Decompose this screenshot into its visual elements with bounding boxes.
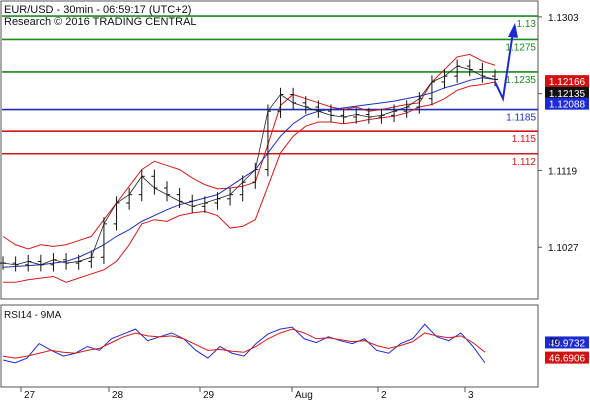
rsi-line [2, 323, 486, 364]
rsi-tag-bg-0 [545, 336, 589, 349]
level-label-1: 1.1275 [505, 42, 536, 53]
time-axis-tick-4: 2 [381, 390, 387, 400]
bollinger-upper-line [2, 53, 496, 250]
time-axis-tick-0: 27 [24, 390, 36, 400]
price-axis-tick-0: 1.1303 [548, 13, 579, 24]
level-label-3: 1.1185 [506, 113, 536, 124]
level-label-5: 1.112 [512, 157, 537, 168]
price-line [2, 65, 496, 266]
chart-copyright: Research © 2016 TRADING CENTRAL [4, 16, 197, 28]
moving-average-line [2, 77, 496, 268]
candlesticks [0, 59, 498, 272]
projection-arrow [494, 22, 518, 103]
price-tag-0: 1.12166 [549, 77, 586, 88]
projection-path [494, 31, 514, 103]
rsi-tag-bg-1 [545, 351, 589, 364]
rsi-lines [2, 323, 486, 364]
price-panel-frame [0, 0, 539, 300]
time-axis-tick-3: Aug [295, 390, 313, 400]
price-tag-bg-0 [545, 75, 589, 88]
price-axis-tick-2: 1.1119 [548, 166, 578, 177]
support-resistance-levels: 1.13 1.1275 1.1235 1.1185 1.115 1.112 [2, 15, 538, 168]
rsi-tick-70: 70 [548, 337, 560, 348]
price-tag-bg-1 [545, 86, 589, 99]
time-axis-tick-2: 29 [203, 390, 215, 400]
rsi-title: RSI14 - 9MA [4, 310, 62, 321]
rsi-ma-line [2, 328, 486, 359]
projection-arrowhead [508, 22, 518, 38]
rsi-panel-frame [0, 304, 539, 388]
time-axis-tick-1: 28 [112, 390, 124, 400]
level-label-2: 1.1235 [505, 75, 536, 86]
rsi-tags: 49.9732 46.6906 [545, 336, 589, 365]
price-axis-tick-3: 1.1027 [548, 243, 579, 254]
time-axis-ticks: 27 28 29 Aug 2 3 [20, 387, 474, 401]
bollinger-bands [2, 53, 496, 283]
rsi-tag-1: 46.6906 [549, 354, 586, 365]
chart-title: EUR/USD - 30min - 06:59:17 (UTC+2) [4, 4, 191, 16]
price-tag-1: 1.12135 [549, 89, 586, 100]
level-label-0: 1.13 [517, 19, 537, 30]
price-tag-2: 1.12088 [549, 100, 586, 111]
rsi-tag-0: 49.9732 [549, 338, 586, 349]
time-axis-tick-5: 3 [468, 390, 474, 400]
level-label-4: 1.115 [512, 134, 537, 145]
price-tag-bg-2 [545, 97, 589, 110]
bollinger-lower-line [3, 81, 496, 283]
